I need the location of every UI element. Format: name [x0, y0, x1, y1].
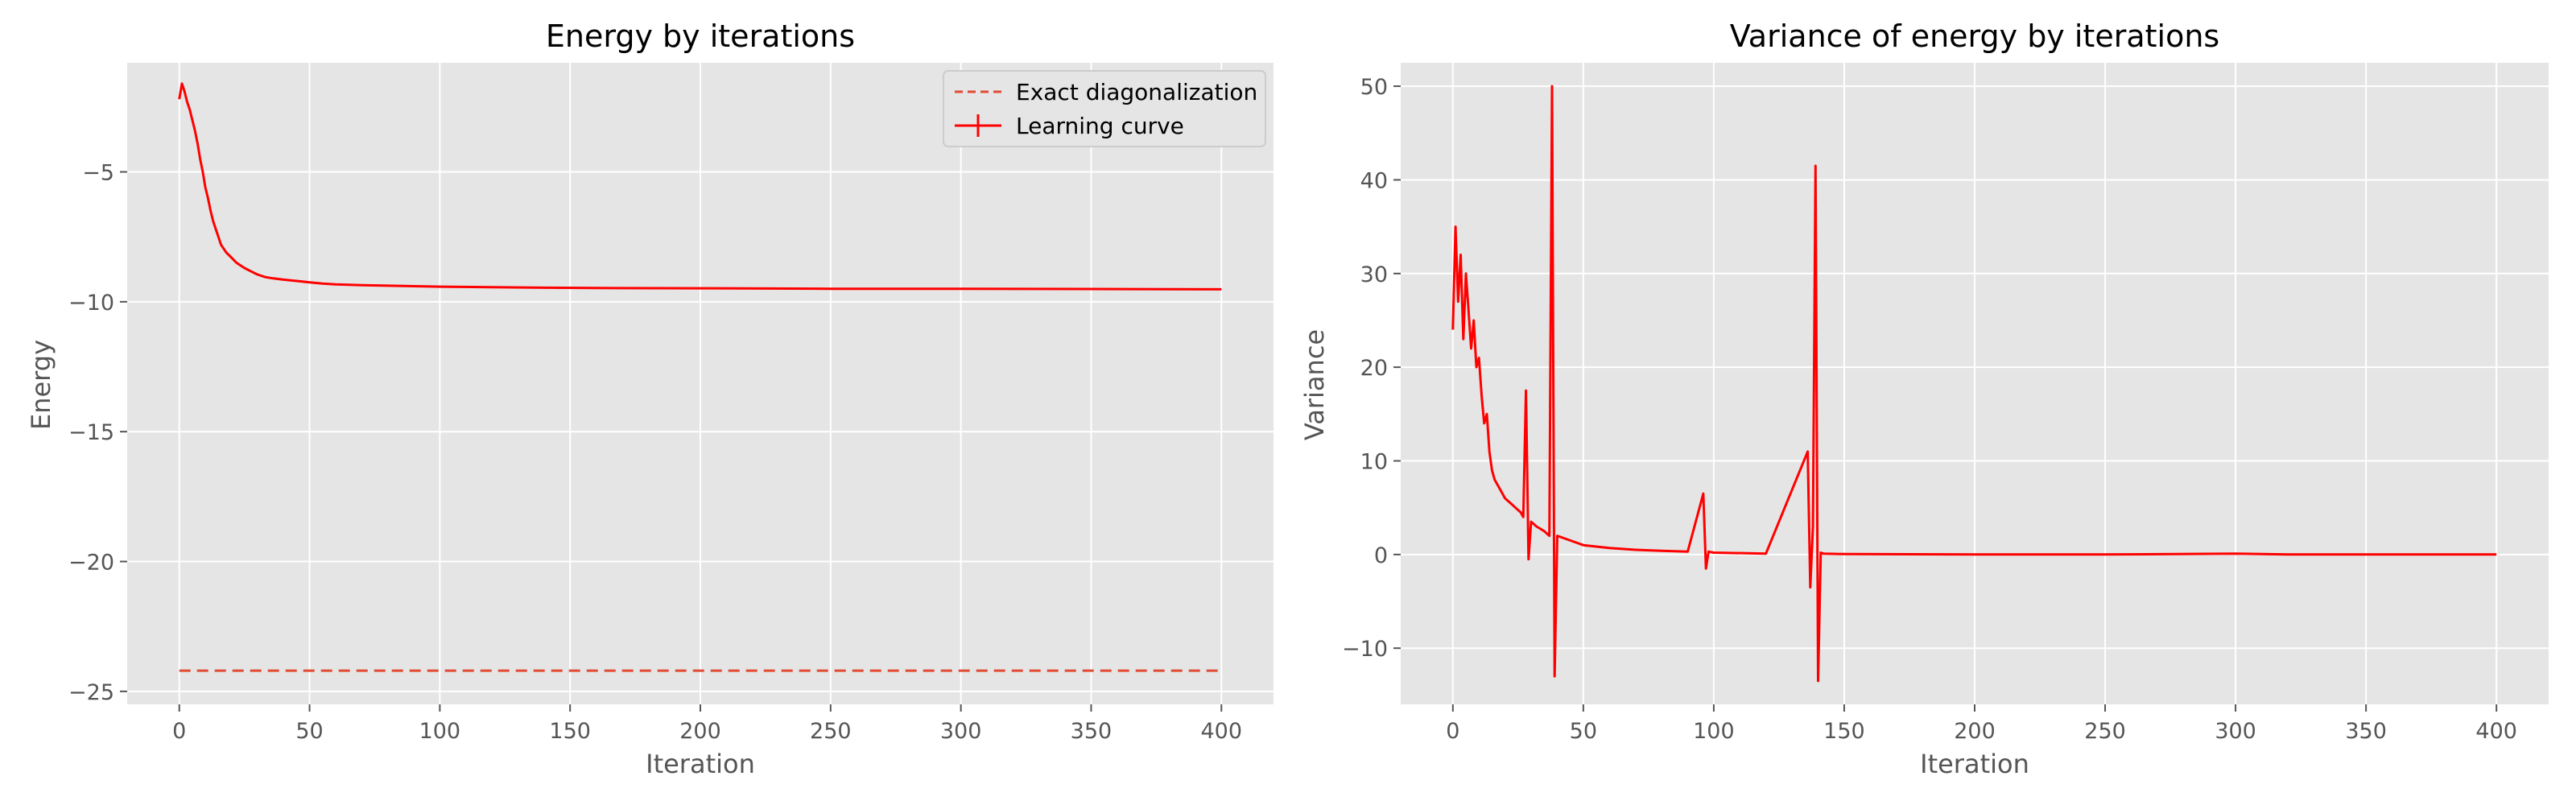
energy-y-ticks: −25 −20 −15 −10 −5	[68, 161, 127, 705]
variance-y-axis-label: Variance	[1299, 329, 1330, 440]
x-tick-label: 200	[1954, 719, 1996, 744]
x-tick-label: 0	[172, 719, 186, 744]
energy-legend: Exact diagonalization Learning curve	[943, 70, 1266, 147]
x-tick-label: 300	[940, 719, 982, 744]
x-tick-label: 150	[1823, 719, 1865, 744]
x-tick-label: 250	[810, 719, 852, 744]
variance-chart: 0 50 100 150 200 250 300 350 400 −1001020304050 …	[1299, 19, 2549, 779]
series-line-1	[178, 82, 1222, 291]
series-line-0	[1451, 85, 2497, 683]
y-tick-label: 10	[1360, 449, 1388, 474]
x-tick-label: 50	[295, 719, 323, 744]
energy-chart: 0 50 100 150 200 250 300 350 400 −25−20−15−10−5 …	[26, 19, 1274, 779]
x-tick-label: 250	[2084, 719, 2126, 744]
y-tick-label: 0	[1374, 543, 1388, 568]
x-tick-label: 0	[1446, 719, 1459, 744]
y-tick-label: −20	[68, 551, 114, 576]
x-tick-label: 50	[1570, 719, 1597, 744]
y-tick-label: −10	[1342, 637, 1388, 662]
energy-x-ticks: 0 50 100 150 200 250 300 350 400	[172, 704, 1242, 744]
y-tick-label: 40	[1360, 168, 1388, 193]
x-tick-label: 350	[1071, 719, 1113, 744]
y-tick-label: 30	[1360, 262, 1388, 287]
x-tick-label: 400	[2475, 719, 2517, 744]
y-tick-label: −15	[68, 420, 114, 445]
energy-chart-title: Energy by iterations	[546, 19, 855, 54]
variance-series	[1451, 85, 2497, 683]
x-tick-label: 150	[549, 719, 591, 744]
energy-y-axis-label: Energy	[26, 340, 56, 430]
x-tick-label: 350	[2345, 719, 2387, 744]
y-tick-label: −25	[68, 680, 114, 705]
energy-grid	[127, 63, 1274, 704]
variance-y-ticks: −10 0 10 20 30 40 50	[1342, 75, 1401, 662]
legend-box	[943, 70, 1266, 147]
variance-x-ticks: 0 50 100 150 200 250 300 350 400	[1446, 704, 2517, 744]
y-tick-label: 20	[1360, 356, 1388, 381]
y-tick-label: 50	[1360, 75, 1388, 100]
energy-series	[178, 82, 1222, 672]
legend-label-learning-curve: Learning curve	[1016, 113, 1184, 139]
y-tick-label: −5	[82, 161, 114, 186]
x-tick-label: 400	[1200, 719, 1242, 744]
energy-x-axis-label: Iteration	[646, 749, 755, 779]
y-tick-label: −10	[68, 291, 114, 316]
x-tick-label: 300	[2215, 719, 2256, 744]
legend-label-exact-diagonalization: Exact diagonalization	[1016, 79, 1257, 105]
x-tick-label: 200	[679, 719, 721, 744]
x-tick-label: 100	[1693, 719, 1735, 744]
variance-chart-title: Variance of energy by iterations	[1730, 19, 2219, 54]
x-tick-label: 100	[419, 719, 461, 744]
variance-x-axis-label: Iteration	[1920, 749, 2029, 779]
